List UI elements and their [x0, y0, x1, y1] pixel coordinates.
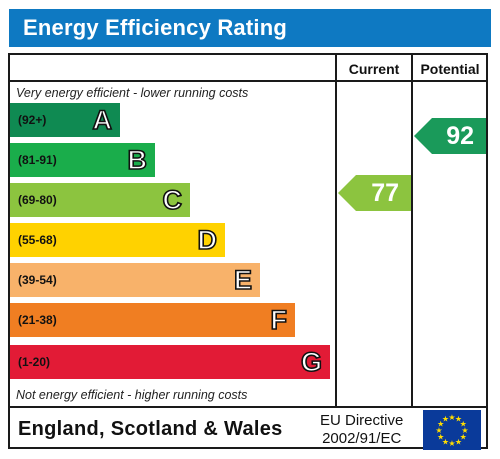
- potential-arrow-shape: [414, 118, 486, 154]
- band-letter: E: [233, 264, 253, 296]
- caption-top: Very energy efficient - lower running co…: [16, 86, 249, 100]
- directive-line2: 2002/91/EC: [322, 430, 402, 447]
- flag-star-icon: ★: [448, 439, 455, 448]
- divider-current: [335, 55, 337, 407]
- column-current: Current: [348, 61, 400, 77]
- band-range-label: (81-91): [18, 153, 57, 167]
- current-arrow-shape: [338, 175, 411, 211]
- flag-star-icon: ★: [437, 433, 444, 442]
- flag-star-icon: ★: [442, 437, 449, 446]
- band-a: (92+) A: [10, 103, 120, 137]
- caption-bottom: Not energy efficient - higher running co…: [16, 388, 248, 402]
- band-letter: B: [127, 144, 148, 176]
- footer-rule: [10, 406, 486, 408]
- flag-star-icon: ★: [461, 426, 468, 435]
- rating-table: [8, 53, 488, 449]
- potential-rating-value: 92: [446, 122, 474, 150]
- band-range-label: (39-54): [18, 273, 57, 287]
- band-range-label: (21-38): [18, 313, 57, 327]
- flag-star-icon: ★: [455, 437, 462, 446]
- flag-star-icon: ★: [448, 413, 455, 422]
- eu-flag-icon: ★ ★ ★ ★ ★ ★ ★ ★ ★ ★ ★ ★: [423, 410, 481, 450]
- band-letter: A: [92, 104, 113, 136]
- band-letter: G: [300, 346, 323, 378]
- flag-star-icon: ★: [455, 415, 462, 424]
- band-f: (21-38) F: [10, 303, 295, 337]
- title-banner: Energy Efficiency Rating: [9, 9, 491, 47]
- directive-line1: EU Directive: [320, 412, 404, 429]
- flag-star-icon: ★: [435, 426, 442, 435]
- band-letter: F: [270, 304, 288, 336]
- flag-star-icon: ★: [460, 433, 467, 442]
- band-e: (39-54) E: [10, 263, 260, 297]
- band-range-label: (55-68): [18, 233, 57, 247]
- band-letter: C: [162, 184, 183, 216]
- potential-rating-arrow: 92: [414, 118, 486, 154]
- band-d: (55-68) D: [10, 223, 225, 257]
- band-b: (81-91) B: [10, 143, 155, 177]
- divider-potential: [411, 55, 413, 407]
- header-rule: [10, 80, 486, 82]
- band-range-label: (69-80): [18, 193, 57, 207]
- flag-star-icon: ★: [437, 420, 444, 429]
- band-letter: D: [197, 224, 218, 256]
- band-c: (69-80) C: [10, 183, 190, 217]
- band-range-label: (1-20): [18, 355, 51, 369]
- band-range-label: (92+): [18, 113, 47, 127]
- current-rating-value: 77: [371, 179, 399, 207]
- current-rating-arrow: 77: [338, 175, 411, 211]
- flag-star-icon: ★: [460, 420, 467, 429]
- region-label: England, Scotland & Wales: [18, 418, 283, 440]
- column-potential: Potential: [420, 61, 480, 77]
- eu-directive: EU Directive 2002/91/EC: [320, 412, 403, 448]
- band-g: (1-20) G: [10, 345, 330, 379]
- page-title: Energy Efficiency Rating: [23, 15, 287, 40]
- flag-star-icon: ★: [442, 415, 449, 424]
